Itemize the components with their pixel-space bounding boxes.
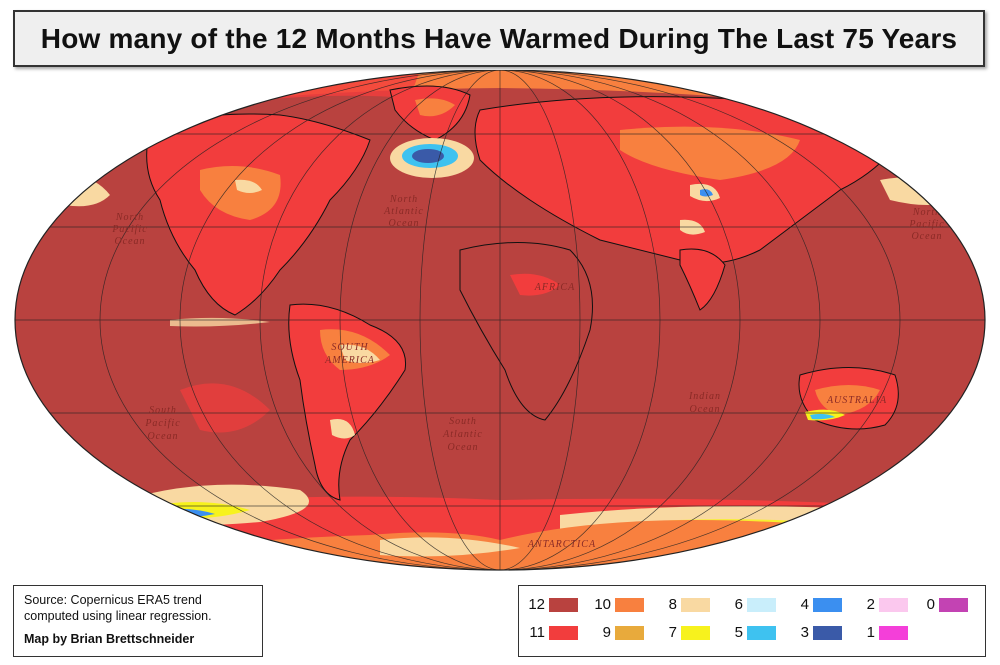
- legend-swatch: [681, 597, 710, 612]
- map-body: Arctic Ocean Arctic Ocean North Pacific …: [15, 70, 985, 570]
- title-box: How many of the 12 Months Have Warmed Du…: [13, 10, 985, 67]
- label-spac3: Ocean: [147, 431, 178, 442]
- label-npac-w: North: [115, 212, 144, 223]
- siberia-patch: [620, 126, 800, 180]
- label-natl: North: [389, 194, 418, 205]
- map-credit: Map by Brian Brettschneider: [24, 632, 195, 646]
- legend-item-5: 5: [721, 624, 776, 641]
- legend-item-4: 4: [787, 596, 842, 613]
- legend-label: 2: [866, 596, 875, 613]
- legend-swatch: [747, 597, 776, 612]
- label-npac-e3: Ocean: [911, 231, 942, 242]
- source-line-1: Source: Copernicus ERA5 trend: [24, 593, 202, 607]
- north-america-interior: [200, 166, 281, 220]
- label-arctic-w: Arctic: [246, 76, 277, 87]
- south-pacific-patch: [180, 383, 270, 433]
- legend-item-9: 9: [589, 624, 644, 641]
- label-africa: AFRICA: [534, 282, 575, 293]
- legend-swatch: [681, 625, 710, 640]
- legend-item-8: 8: [655, 596, 710, 613]
- legend-item-6: 6: [721, 596, 776, 613]
- legend-label: 11: [529, 624, 545, 641]
- legend-swatch: [939, 597, 968, 612]
- legend-item-2: 2: [853, 596, 908, 613]
- label-npac-w2: Pacific: [111, 224, 147, 235]
- legend-swatch: [747, 625, 776, 640]
- label-npac-w3: Ocean: [114, 236, 145, 247]
- label-satl2: Atlantic: [442, 429, 483, 440]
- label-indian: Indian: [688, 391, 721, 402]
- legend-item-3: 3: [787, 624, 842, 641]
- legend-label: 6: [734, 596, 743, 613]
- label-antarctica: ANTARCTICA: [527, 539, 596, 550]
- north-america-patch: [235, 179, 262, 193]
- label-satl: South: [449, 416, 477, 427]
- legend-swatch: [879, 625, 908, 640]
- africa-patch: [510, 273, 560, 296]
- label-indian2: Ocean: [689, 404, 720, 415]
- label-spac2: Pacific: [144, 418, 180, 429]
- label-natl2: Atlantic: [383, 206, 424, 217]
- label-spac: South: [149, 405, 177, 416]
- australia-interior: [815, 385, 880, 415]
- legend-swatch: [879, 597, 908, 612]
- label-natl3: Ocean: [388, 218, 419, 229]
- legend-label: 1: [866, 624, 875, 641]
- india: [679, 248, 726, 311]
- label-npac-e2: Pacific: [908, 219, 944, 230]
- africa: [459, 242, 593, 421]
- label-australia: AUSTRALIA: [826, 395, 887, 406]
- legend-label: 9: [602, 624, 611, 641]
- legend-swatch: [615, 597, 644, 612]
- legend-item-0: 0: [913, 596, 968, 613]
- legend-label: 7: [668, 624, 677, 641]
- greenland-patch: [415, 98, 455, 117]
- legend-swatch: [813, 597, 842, 612]
- legend-item-11: 11: [523, 624, 578, 641]
- map-title: How many of the 12 Months Have Warmed Du…: [40, 22, 958, 54]
- australia-cold: [810, 413, 835, 420]
- label-arctic-e: Arctic: [706, 74, 737, 85]
- legend-label: 0: [926, 596, 935, 613]
- source-box: Source: Copernicus ERA5 trend computed u…: [13, 585, 263, 657]
- south-america-light: [340, 344, 380, 363]
- legend-item-10: 10: [589, 596, 644, 613]
- legend-swatch: [813, 625, 842, 640]
- antarctica-patch: [380, 537, 520, 557]
- patagonia-patch: [330, 419, 355, 439]
- north-atlantic-coldest: [412, 149, 444, 163]
- label-npac-e: North: [912, 207, 941, 218]
- legend-label: 12: [528, 596, 545, 613]
- map-svg: Arctic Ocean Arctic Ocean North Pacific …: [14, 70, 986, 571]
- legend-label: 8: [668, 596, 677, 613]
- label-samerica: SOUTH: [331, 342, 368, 353]
- legend-label: 3: [800, 624, 809, 641]
- map-labels: Arctic Ocean Arctic Ocean North Pacific …: [111, 74, 944, 550]
- legend-item-1: 1: [853, 624, 908, 641]
- label-satl3: Ocean: [447, 442, 478, 453]
- legend-label: 10: [594, 596, 611, 613]
- source-line-2: computed using linear regression.: [24, 609, 212, 623]
- legend-swatch: [549, 597, 578, 612]
- legend-swatch: [549, 625, 578, 640]
- legend-swatch: [615, 625, 644, 640]
- globe-outline: [14, 70, 986, 571]
- label-samerica2: AMERICA: [324, 355, 375, 366]
- legend: 12 11 10 9 8 7 6 5 4 3 2 1: [518, 585, 986, 657]
- legend-item-7: 7: [655, 624, 710, 641]
- legend-item-12: 12: [523, 596, 578, 613]
- legend-label: 5: [734, 624, 743, 641]
- legend-label: 4: [800, 596, 809, 613]
- label-arctic-w2: Ocean: [246, 88, 277, 99]
- world-map: Arctic Ocean Arctic Ocean North Pacific …: [0, 70, 1000, 590]
